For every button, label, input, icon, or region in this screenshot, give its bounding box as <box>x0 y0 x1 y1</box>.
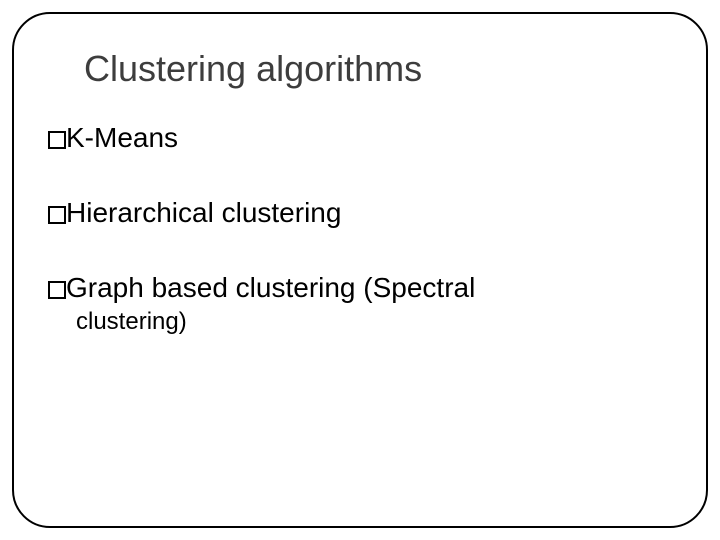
list-item: Graph based clustering (Spectral cluster… <box>48 270 672 337</box>
bullet-list: K-Means Hierarchical clustering Graph ba… <box>48 120 672 377</box>
slide-frame: Clustering algorithms K-Means Hierarchic… <box>12 12 708 528</box>
list-item: K-Means <box>48 120 672 155</box>
list-item-text: K-Means <box>66 122 178 153</box>
list-item-line: Graph based clustering (Spectral <box>48 270 672 305</box>
list-item-line: K-Means <box>48 120 672 155</box>
square-bullet-icon <box>48 131 66 149</box>
list-item-continuation: clustering) <box>76 307 672 337</box>
list-item-line: Hierarchical clustering <box>48 195 672 230</box>
list-item-text: Hierarchical clustering <box>66 197 341 228</box>
list-item-text: Graph based clustering (Spectral <box>66 272 475 303</box>
slide-title: Clustering algorithms <box>84 48 422 90</box>
square-bullet-icon <box>48 206 66 224</box>
list-item: Hierarchical clustering <box>48 195 672 230</box>
square-bullet-icon <box>48 281 66 299</box>
